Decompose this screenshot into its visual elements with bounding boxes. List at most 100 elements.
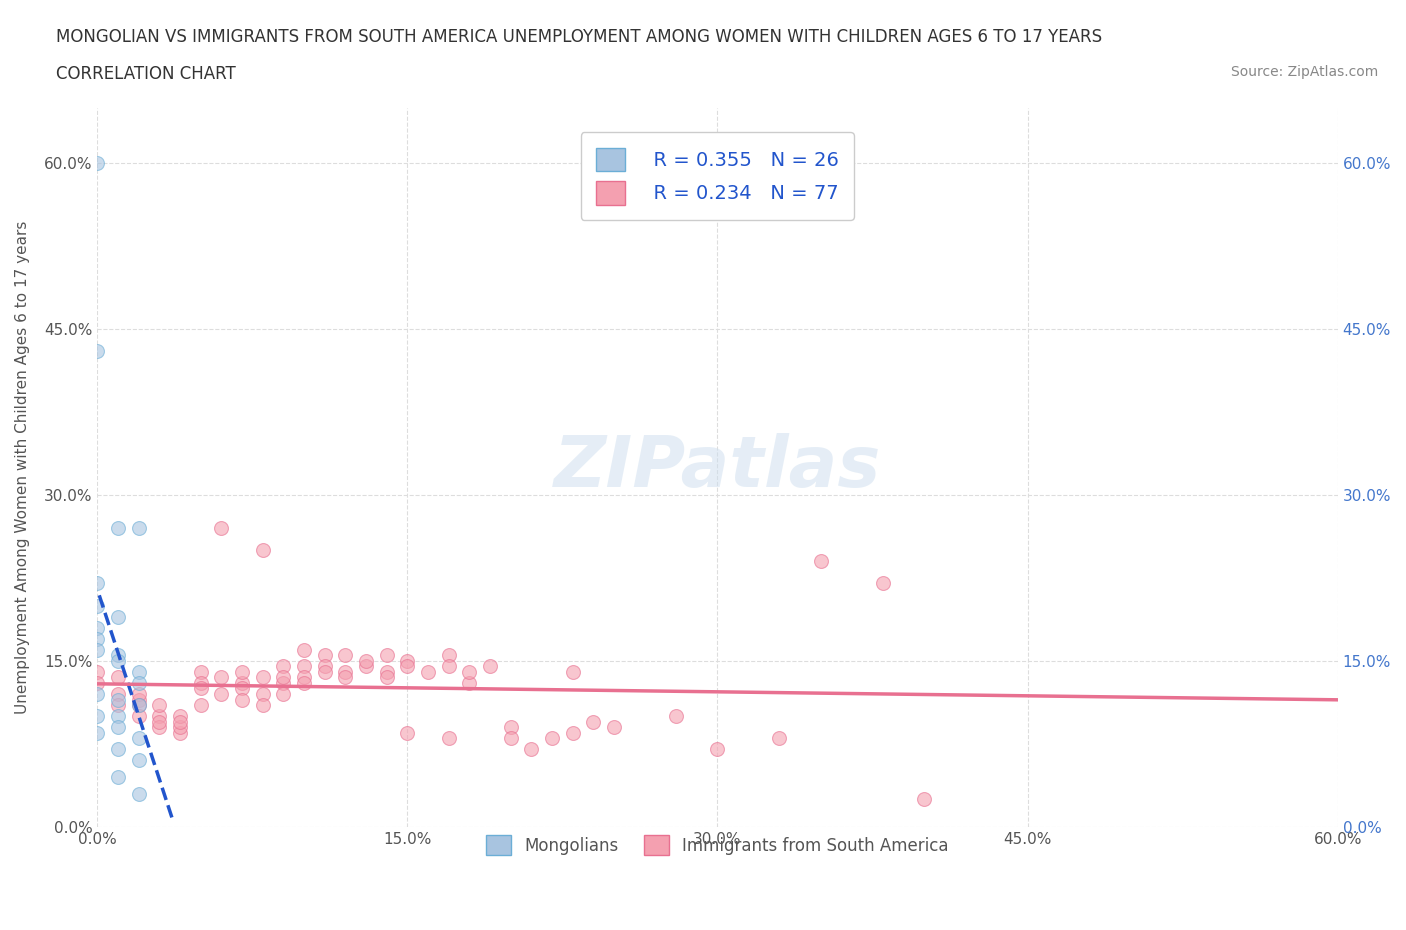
Point	[148, 720, 170, 735]
Text: MONGOLIAN VS IMMIGRANTS FROM SOUTH AMERICA UNEMPLOYMENT AMONG WOMEN WITH CHILDRE: MONGOLIAN VS IMMIGRANTS FROM SOUTH AMERI…	[56, 28, 1102, 46]
Point	[271, 675, 294, 690]
Point	[190, 664, 212, 679]
Point	[128, 664, 150, 679]
Point	[128, 675, 150, 690]
Point	[128, 753, 150, 768]
Point	[271, 659, 294, 674]
Point	[354, 654, 377, 669]
Point	[86, 675, 108, 690]
Point	[437, 648, 460, 663]
Point	[148, 698, 170, 712]
Point	[190, 681, 212, 696]
Point	[209, 670, 232, 684]
Point	[86, 631, 108, 646]
Legend: Mongolians, Immigrants from South America: Mongolians, Immigrants from South Americ…	[472, 822, 962, 869]
Point	[148, 714, 170, 729]
Point	[314, 659, 336, 674]
Point	[86, 643, 108, 658]
Point	[252, 698, 274, 712]
Point	[416, 664, 439, 679]
Point	[768, 731, 790, 746]
Point	[190, 698, 212, 712]
Text: ZIPatlas: ZIPatlas	[554, 432, 882, 502]
Point	[107, 521, 129, 536]
Point	[231, 675, 253, 690]
Point	[479, 659, 502, 674]
Point	[520, 742, 543, 757]
Point	[231, 692, 253, 707]
Point	[665, 709, 688, 724]
Point	[86, 344, 108, 359]
Point	[169, 714, 191, 729]
Point	[252, 543, 274, 558]
Point	[128, 698, 150, 712]
Point	[314, 648, 336, 663]
Point	[209, 521, 232, 536]
Point	[86, 686, 108, 701]
Point	[148, 709, 170, 724]
Point	[107, 709, 129, 724]
Point	[396, 659, 419, 674]
Point	[292, 670, 315, 684]
Point	[86, 664, 108, 679]
Point	[209, 686, 232, 701]
Point	[561, 725, 583, 740]
Point	[128, 709, 150, 724]
Point	[86, 620, 108, 635]
Point	[190, 675, 212, 690]
Y-axis label: Unemployment Among Women with Children Ages 6 to 17 years: Unemployment Among Women with Children A…	[15, 220, 30, 714]
Point	[231, 681, 253, 696]
Point	[335, 670, 357, 684]
Point	[169, 725, 191, 740]
Point	[107, 686, 129, 701]
Point	[107, 692, 129, 707]
Point	[107, 670, 129, 684]
Point	[396, 725, 419, 740]
Point	[292, 675, 315, 690]
Point	[86, 156, 108, 171]
Point	[375, 670, 398, 684]
Point	[107, 742, 129, 757]
Point	[582, 714, 605, 729]
Text: Source: ZipAtlas.com: Source: ZipAtlas.com	[1230, 65, 1378, 79]
Point	[292, 659, 315, 674]
Point	[86, 725, 108, 740]
Point	[128, 692, 150, 707]
Point	[107, 720, 129, 735]
Point	[107, 609, 129, 624]
Point	[872, 576, 894, 591]
Point	[396, 654, 419, 669]
Point	[335, 664, 357, 679]
Point	[437, 731, 460, 746]
Point	[86, 709, 108, 724]
Point	[252, 686, 274, 701]
Point	[499, 731, 522, 746]
Point	[354, 659, 377, 674]
Point	[252, 670, 274, 684]
Point	[128, 521, 150, 536]
Point	[231, 664, 253, 679]
Point	[561, 664, 583, 679]
Point	[810, 554, 832, 569]
Point	[271, 686, 294, 701]
Point	[128, 731, 150, 746]
Point	[128, 698, 150, 712]
Point	[292, 643, 315, 658]
Point	[107, 769, 129, 784]
Point	[86, 576, 108, 591]
Point	[375, 664, 398, 679]
Point	[128, 786, 150, 801]
Point	[169, 720, 191, 735]
Point	[86, 598, 108, 613]
Point	[499, 720, 522, 735]
Point	[335, 648, 357, 663]
Point	[271, 670, 294, 684]
Point	[706, 742, 728, 757]
Point	[169, 709, 191, 724]
Point	[437, 659, 460, 674]
Point	[375, 648, 398, 663]
Text: CORRELATION CHART: CORRELATION CHART	[56, 65, 236, 83]
Point	[314, 664, 336, 679]
Point	[603, 720, 626, 735]
Point	[458, 675, 481, 690]
